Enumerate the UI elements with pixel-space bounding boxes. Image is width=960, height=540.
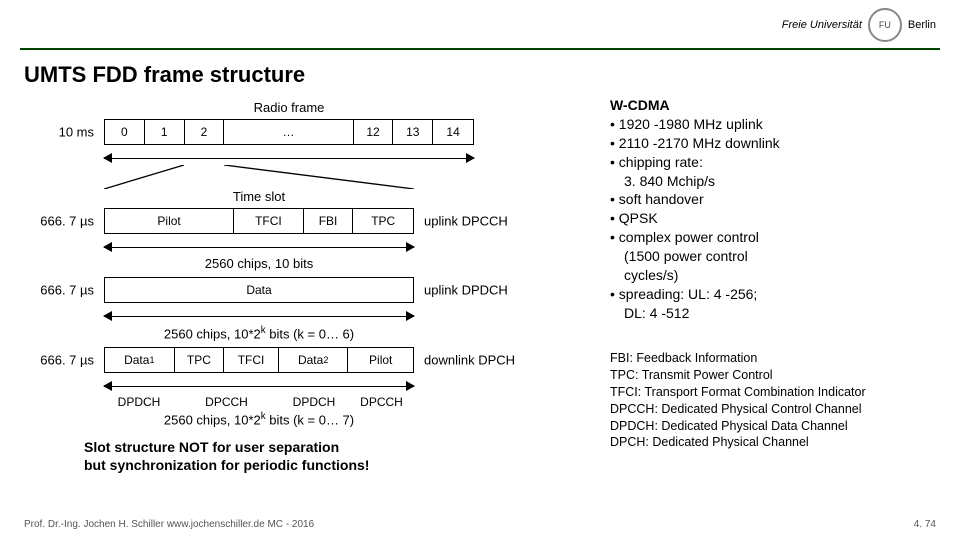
seal-icon: FU — [868, 8, 902, 42]
slot-cell: Data1 — [105, 348, 175, 372]
wcdma-bullet: 3. 840 Mchip/s — [610, 172, 940, 191]
radio-frame-cell: 12 — [354, 120, 394, 144]
slot-cell: FBI — [304, 209, 354, 233]
university-logo: Freie Universität FU Berlin — [782, 8, 936, 42]
radio-frame-cell: … — [224, 120, 353, 144]
slot-cell: Data — [105, 278, 413, 302]
slot-note-line2: but synchronization for periodic functio… — [84, 456, 584, 474]
acronym-list: FBI: Feedback InformationTPC: Transmit P… — [610, 350, 940, 451]
acronym-line: FBI: Feedback Information — [610, 350, 940, 367]
slot-cell: TFCI — [234, 209, 304, 233]
wcdma-bullet: • QPSK — [610, 209, 940, 228]
radio-frame-cell: 1 — [145, 120, 185, 144]
slot-cell: TFCI — [224, 348, 279, 372]
expand-lines — [104, 165, 474, 189]
wcdma-bullet: • soft handover — [610, 190, 940, 209]
acronym-line: TPC: Transmit Power Control — [610, 367, 940, 384]
group-labels: DPDCHDPCCHDPDCHDPCCH — [104, 395, 414, 409]
timeslot-caption: Time slot — [104, 189, 414, 204]
slot-cell: TPC — [353, 209, 413, 233]
wcdma-bullet: • chipping rate: — [610, 153, 940, 172]
wcdma-bullet: • 2110 -2170 MHz downlink — [610, 134, 940, 153]
radio-frame-span — [104, 151, 474, 165]
radio-frame-caption: Radio frame — [104, 100, 474, 115]
wcdma-heading: W-CDMA — [610, 96, 940, 115]
radio-frame-cell: 0 — [105, 120, 145, 144]
slot-duration: 666. 7 µs — [24, 214, 94, 229]
wcdma-bullet: cycles/s) — [610, 266, 940, 285]
slot-span-arrow — [104, 240, 414, 254]
wcdma-bullet: (1500 power control — [610, 247, 940, 266]
wcdma-bullet: • 1920 -1980 MHz uplink — [610, 115, 940, 134]
wcdma-bullet: • complex power control — [610, 228, 940, 247]
acronym-line: TFCI: Transport Format Combination Indic… — [610, 384, 940, 401]
slot-channel-label: uplink DPCCH — [424, 214, 508, 229]
acronym-line: DPDCH: Dedicated Physical Data Channel — [610, 418, 940, 435]
radio-frame-cells: 012…121314 — [104, 119, 474, 145]
wcdma-list: W-CDMA • 1920 -1980 MHz uplink• 2110 -21… — [610, 96, 940, 323]
slot-row: Data1TPCTFCIData2Pilot — [104, 347, 414, 373]
wcdma-bullet: DL: 4 -512 — [610, 304, 940, 323]
slot-caption-below: 2560 chips, 10*2k bits (k = 0… 7) — [104, 411, 414, 427]
footer-left: Prof. Dr.-Ing. Jochen H. Schiller www.jo… — [24, 519, 314, 530]
radio-frame-cell: 14 — [433, 120, 473, 144]
slot-cell: Pilot — [348, 348, 413, 372]
slot-duration: 666. 7 µs — [24, 353, 94, 368]
wcdma-bullet: • spreading: UL: 4 -256; — [610, 285, 940, 304]
slot-note: Slot structure NOT for user separation b… — [84, 438, 584, 474]
slot-caption-below: 2560 chips, 10*2k bits (k = 0… 6) — [104, 325, 414, 341]
page-title: UMTS FDD frame structure — [24, 62, 305, 88]
header-rule — [20, 48, 940, 50]
slot-channel-label: uplink DPDCH — [424, 283, 508, 298]
logo-city: Berlin — [908, 19, 936, 31]
slot-span-arrow — [104, 379, 414, 393]
footer-right: 4. 74 — [914, 519, 936, 530]
radio-frame-cell: 2 — [185, 120, 225, 144]
slot-duration: 666. 7 µs — [24, 283, 94, 298]
slot-caption-below: 2560 chips, 10 bits — [104, 256, 414, 271]
slot-cell: Data2 — [279, 348, 349, 372]
slot-channel-label: downlink DPCH — [424, 353, 515, 368]
acronym-line: DPCCH: Dedicated Physical Control Channe… — [610, 401, 940, 418]
diagram-area: Radio frame 10 ms 012…121314 Time slot 6… — [24, 100, 584, 474]
slot-cell: TPC — [175, 348, 225, 372]
footer: Prof. Dr.-Ing. Jochen H. Schiller www.jo… — [24, 519, 936, 530]
slot-note-line1: Slot structure NOT for user separation — [84, 438, 584, 456]
acronym-line: DPCH: Dedicated Physical Channel — [610, 434, 940, 451]
slot-row: Data — [104, 277, 414, 303]
radio-frame-cell: 13 — [393, 120, 433, 144]
slot-row: PilotTFCIFBITPC — [104, 208, 414, 234]
slot-span-arrow — [104, 309, 414, 323]
radio-frame-duration: 10 ms — [24, 125, 94, 140]
logo-text: Freie Universität — [782, 19, 862, 31]
slot-cell: Pilot — [105, 209, 234, 233]
